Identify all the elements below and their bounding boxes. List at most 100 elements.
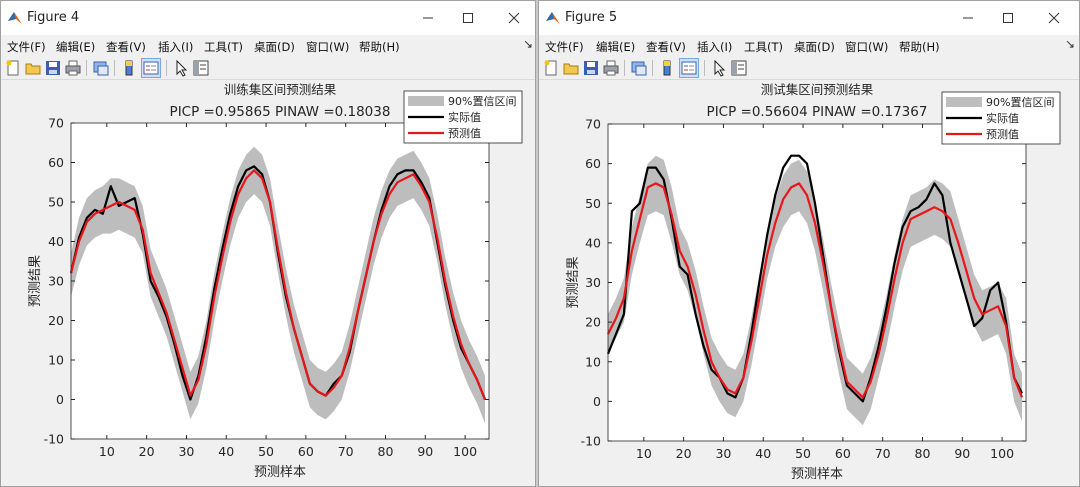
x-tick-label: 10 bbox=[636, 446, 652, 461]
figure-window[interactable]: Figure 4 文件(F) 编辑(E) 查看(V) 插入(I) 工具(T) 桌… bbox=[0, 0, 536, 487]
y-tick-label: 10 bbox=[585, 354, 601, 369]
x-tick-label: 100 bbox=[453, 444, 477, 459]
y-tick-label: 20 bbox=[585, 315, 601, 330]
menu-dock-arrow-icon[interactable]: ↘ bbox=[523, 37, 534, 51]
legend-predicted-label: 预测值 bbox=[986, 128, 1019, 141]
figure-window[interactable]: Figure 5 文件(F) 编辑(E) 查看(V) 插入(I) 工具(T) 桌… bbox=[538, 0, 1080, 487]
legend-actual-label: 实际值 bbox=[448, 110, 481, 124]
menu-file[interactable]: 文件(F) bbox=[545, 40, 584, 54]
legend-band-swatch bbox=[946, 97, 982, 107]
toolbar bbox=[1, 57, 535, 80]
menu-help[interactable]: 帮助(H) bbox=[899, 40, 940, 54]
legend-predicted-label: 预测值 bbox=[448, 127, 481, 140]
y-tick-label: 60 bbox=[585, 156, 601, 171]
property-inspector-icon[interactable] bbox=[192, 59, 210, 77]
x-tick-label: 10 bbox=[99, 444, 115, 459]
x-axis-label: 预测样本 bbox=[791, 467, 843, 482]
toolbar-separator bbox=[704, 60, 705, 76]
x-tick-label: 30 bbox=[178, 444, 194, 459]
axes-background bbox=[608, 124, 1026, 441]
x-tick-label: 40 bbox=[755, 446, 771, 461]
y-tick-label: -10 bbox=[581, 434, 601, 449]
edit-plot-arrow-icon[interactable] bbox=[710, 59, 728, 77]
menu-edit[interactable]: 编辑(E) bbox=[596, 40, 636, 54]
x-tick-label: 70 bbox=[338, 444, 354, 459]
legend-icon[interactable] bbox=[141, 58, 161, 78]
menu-window[interactable]: 窗口(W) bbox=[306, 40, 350, 54]
menu-insert[interactable]: 插入(I) bbox=[158, 40, 194, 54]
property-inspector-icon[interactable] bbox=[730, 59, 748, 77]
print-icon[interactable] bbox=[602, 59, 620, 77]
menu-tools[interactable]: 工具(T) bbox=[204, 40, 243, 54]
save-icon[interactable] bbox=[44, 59, 62, 77]
menu-help[interactable]: 帮助(H) bbox=[359, 40, 400, 54]
link-plot-icon[interactable] bbox=[92, 59, 110, 77]
maximize-button[interactable] bbox=[453, 6, 483, 30]
x-tick-label: 20 bbox=[139, 444, 155, 459]
chart-title: 测试集区间预测结果 bbox=[761, 82, 874, 97]
save-icon[interactable] bbox=[582, 59, 600, 77]
close-button[interactable] bbox=[1039, 6, 1069, 30]
legend-icon[interactable] bbox=[679, 58, 699, 78]
minimize-button[interactable] bbox=[413, 6, 443, 30]
toolbar-separator bbox=[86, 60, 87, 76]
menu-bar: 文件(F) 编辑(E) 查看(V) 插入(I) 工具(T) 桌面(D) 窗口(W… bbox=[539, 35, 1079, 57]
y-tick-label: 30 bbox=[48, 274, 64, 289]
title-bar[interactable]: Figure 5 bbox=[539, 1, 1079, 35]
new-figure-icon[interactable] bbox=[542, 59, 560, 77]
x-tick-label: 60 bbox=[835, 446, 851, 461]
chart: 10 20 30 40 50 60 70 80 90 100 -10 0 10 20 30 40 50 60 70 测… bbox=[566, 82, 1061, 482]
x-tick-label: 20 bbox=[676, 446, 692, 461]
menu-window[interactable]: 窗口(W) bbox=[845, 40, 889, 54]
x-tick-label: 100 bbox=[990, 446, 1014, 461]
x-tick-label: 90 bbox=[417, 444, 433, 459]
chart-subtitle: PICP =0.56604 PINAW =0.17367 bbox=[707, 104, 928, 120]
predicted-value-line bbox=[69, 169, 487, 400]
y-tick-label: 20 bbox=[48, 313, 64, 328]
close-button[interactable] bbox=[499, 6, 529, 30]
y-tick-label: 50 bbox=[48, 195, 64, 210]
y-tick-label: 40 bbox=[48, 234, 64, 249]
menu-file[interactable]: 文件(F) bbox=[7, 40, 46, 54]
legend-actual-label: 实际值 bbox=[986, 111, 1019, 125]
menu-view[interactable]: 查看(V) bbox=[646, 40, 686, 54]
colorbar-icon[interactable] bbox=[120, 59, 138, 77]
x-axis-label: 预测样本 bbox=[254, 465, 306, 480]
x-tick-label: 50 bbox=[795, 446, 811, 461]
open-file-icon[interactable] bbox=[24, 59, 42, 77]
minimize-button[interactable] bbox=[953, 6, 983, 30]
predicted-value-line bbox=[607, 182, 1024, 399]
plot-area: 10 20 30 40 50 60 70 80 90 100 -10 0 10 20 30 40 50 60 70 测… bbox=[539, 80, 1079, 486]
x-tick-label: 70 bbox=[875, 446, 891, 461]
edit-plot-arrow-icon[interactable] bbox=[172, 59, 190, 77]
menu-tools[interactable]: 工具(T) bbox=[744, 40, 783, 54]
y-tick-label: 60 bbox=[48, 155, 64, 170]
menu-insert[interactable]: 插入(I) bbox=[697, 40, 733, 54]
y-axis-label: 预测结果 bbox=[28, 255, 43, 307]
y-tick-label: 0 bbox=[593, 394, 601, 409]
maximize-button[interactable] bbox=[993, 6, 1023, 30]
colorbar-icon[interactable] bbox=[658, 59, 676, 77]
y-tick-label: -10 bbox=[44, 432, 64, 447]
menu-desktop[interactable]: 桌面(D) bbox=[794, 40, 835, 54]
x-tick-label: 30 bbox=[715, 446, 731, 461]
y-axis-label: 预测结果 bbox=[566, 256, 581, 308]
print-icon[interactable] bbox=[64, 59, 82, 77]
legend-band-label: 90%置信区间 bbox=[448, 95, 516, 108]
title-bar[interactable]: Figure 4 bbox=[1, 1, 535, 35]
y-tick-label: 70 bbox=[585, 117, 601, 132]
new-figure-icon[interactable] bbox=[4, 59, 22, 77]
menu-bar: 文件(F) 编辑(E) 查看(V) 插入(I) 工具(T) 桌面(D) 窗口(W… bbox=[1, 35, 535, 57]
x-tick-label: 80 bbox=[378, 444, 394, 459]
chart-title: 训练集区间预测结果 bbox=[224, 82, 337, 97]
menu-dock-arrow-icon[interactable]: ↘ bbox=[1065, 37, 1076, 51]
toolbar-separator bbox=[624, 60, 625, 76]
menu-edit[interactable]: 编辑(E) bbox=[56, 40, 96, 54]
link-plot-icon[interactable] bbox=[630, 59, 648, 77]
menu-desktop[interactable]: 桌面(D) bbox=[254, 40, 295, 54]
matlab-logo-icon bbox=[545, 10, 561, 30]
menu-view[interactable]: 查看(V) bbox=[106, 40, 146, 54]
y-tick-label: 0 bbox=[56, 392, 64, 407]
open-file-icon[interactable] bbox=[562, 59, 580, 77]
y-tick-label: 70 bbox=[48, 116, 64, 131]
